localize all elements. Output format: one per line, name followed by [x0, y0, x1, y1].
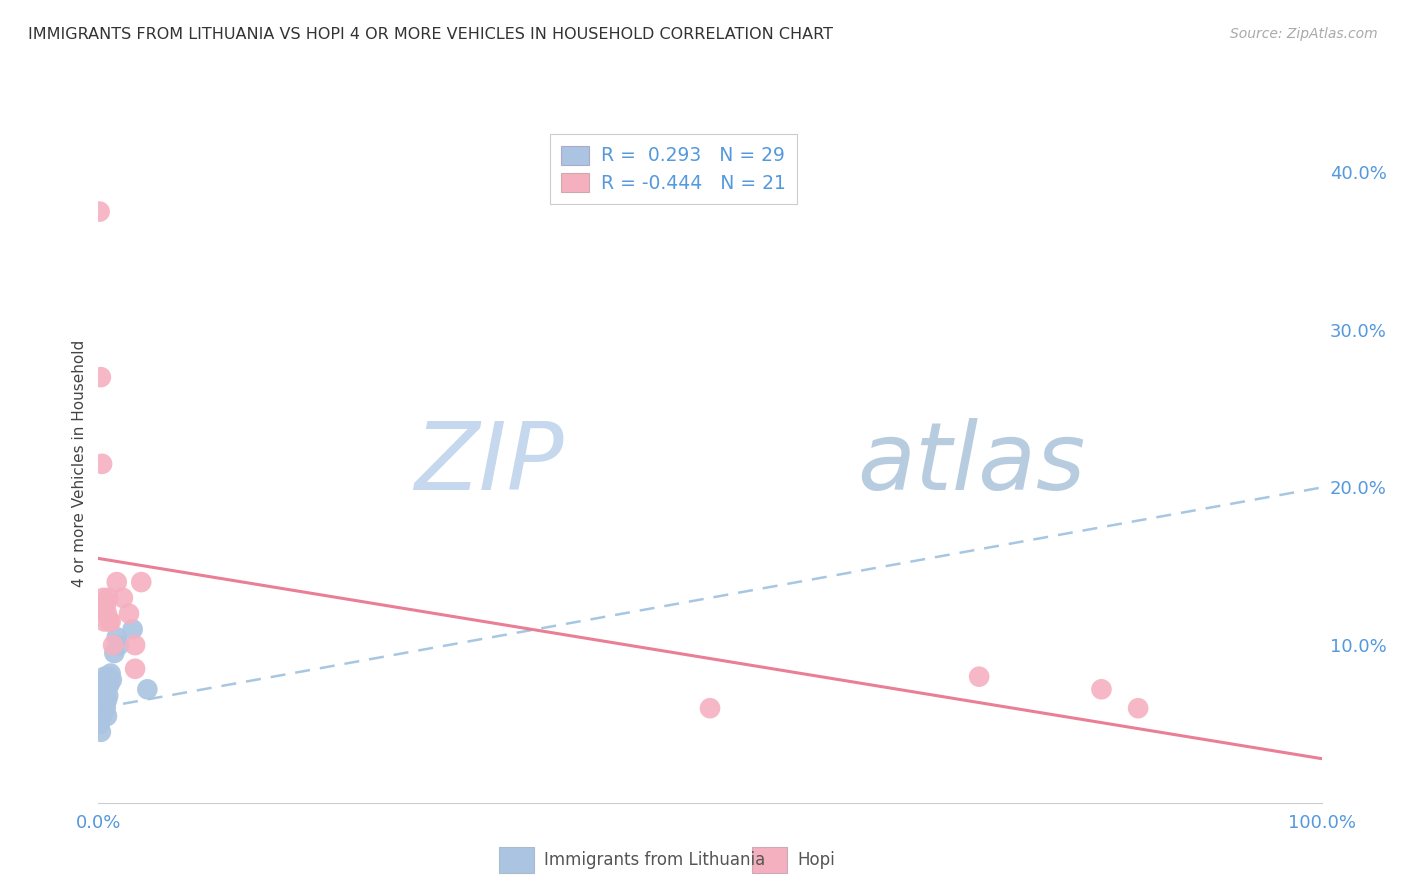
- Point: [97, 591, 120, 605]
- Point: [91, 677, 114, 691]
- Point: [97, 689, 120, 703]
- Point: [98, 615, 121, 629]
- Point: [91, 704, 114, 718]
- Point: [108, 638, 131, 652]
- Point: [90, 709, 112, 723]
- Point: [91, 693, 114, 707]
- Text: atlas: atlas: [856, 418, 1085, 509]
- Point: [90, 701, 112, 715]
- Point: [121, 623, 143, 637]
- Point: [100, 615, 122, 629]
- Point: [96, 677, 118, 691]
- Point: [98, 677, 121, 691]
- Point: [1090, 682, 1112, 697]
- Legend: R =  0.293   N = 29, R = -0.444   N = 21: R = 0.293 N = 29, R = -0.444 N = 21: [550, 135, 797, 204]
- Point: [124, 638, 146, 652]
- Y-axis label: 4 or more Vehicles in Household: 4 or more Vehicles in Household: [72, 340, 87, 588]
- Point: [91, 685, 114, 699]
- Text: ZIP: ZIP: [413, 418, 564, 509]
- Point: [111, 591, 134, 605]
- Point: [90, 724, 112, 739]
- Point: [91, 689, 114, 703]
- Point: [96, 709, 118, 723]
- Point: [89, 204, 111, 219]
- Point: [103, 646, 125, 660]
- Point: [699, 701, 721, 715]
- Point: [94, 599, 117, 613]
- Point: [94, 673, 117, 687]
- Point: [91, 709, 114, 723]
- Point: [136, 682, 159, 697]
- FancyBboxPatch shape: [499, 847, 534, 872]
- Point: [90, 370, 112, 384]
- Point: [93, 615, 115, 629]
- Point: [93, 670, 115, 684]
- Point: [91, 457, 114, 471]
- Point: [129, 575, 152, 590]
- Point: [96, 693, 118, 707]
- Point: [1128, 701, 1150, 715]
- Point: [94, 701, 117, 715]
- Point: [94, 685, 117, 699]
- Point: [105, 630, 128, 644]
- Point: [967, 670, 990, 684]
- Point: [124, 662, 146, 676]
- Text: Immigrants from Lithuania: Immigrants from Lithuania: [544, 851, 765, 869]
- Point: [101, 638, 124, 652]
- Point: [96, 607, 118, 621]
- Point: [101, 673, 124, 687]
- Text: Hopi: Hopi: [797, 851, 835, 869]
- Text: IMMIGRANTS FROM LITHUANIA VS HOPI 4 OR MORE VEHICLES IN HOUSEHOLD CORRELATION CH: IMMIGRANTS FROM LITHUANIA VS HOPI 4 OR M…: [28, 27, 834, 42]
- FancyBboxPatch shape: [752, 847, 787, 872]
- Point: [89, 717, 111, 731]
- Point: [93, 682, 115, 697]
- Point: [93, 693, 115, 707]
- Point: [100, 666, 122, 681]
- Text: Source: ZipAtlas.com: Source: ZipAtlas.com: [1230, 27, 1378, 41]
- Point: [118, 607, 141, 621]
- Point: [97, 670, 120, 684]
- Point: [91, 591, 114, 605]
- Point: [105, 575, 128, 590]
